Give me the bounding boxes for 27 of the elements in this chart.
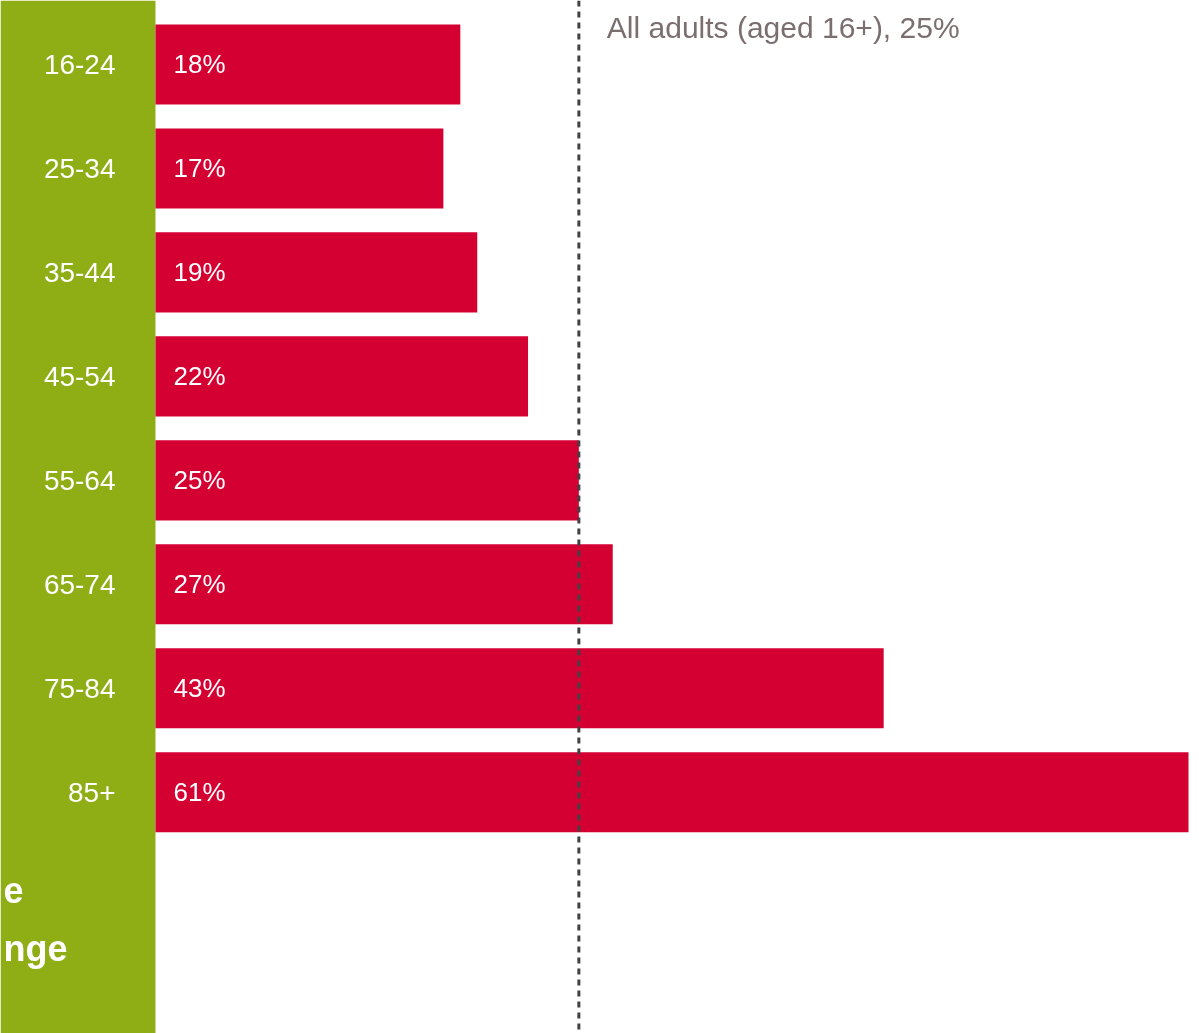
y-tick-label: 16-24	[43, 48, 116, 80]
text: e	[3, 870, 24, 912]
data-label: 19%	[173, 257, 226, 288]
data-label: 27%	[173, 569, 226, 600]
bar	[155, 544, 613, 625]
data-label: 61%	[173, 777, 226, 808]
ref-line-label: All adults (aged 16+), 25%	[606, 10, 960, 44]
text: nge	[3, 927, 68, 969]
data-label: 18%	[173, 49, 226, 80]
data-label: 43%	[173, 673, 226, 704]
bar	[155, 24, 461, 105]
y-tick-label: 55-64	[43, 464, 116, 496]
bar	[155, 232, 478, 313]
bar	[155, 128, 444, 209]
y-tick-label: 75-84	[43, 672, 116, 704]
y-tick-label: 85+	[68, 776, 116, 808]
bar	[155, 336, 529, 417]
bar	[155, 648, 884, 729]
y-tick-label: 25-34	[43, 152, 116, 184]
data-label: 22%	[173, 361, 226, 392]
bar	[155, 440, 579, 521]
data-label: 25%	[173, 465, 226, 496]
y-tick-label: 35-44	[43, 256, 116, 288]
y-tick-label: 65-74	[43, 568, 116, 600]
y-tick-label: 45-54	[43, 360, 116, 392]
data-label: 17%	[173, 153, 226, 184]
bar	[155, 752, 1189, 833]
